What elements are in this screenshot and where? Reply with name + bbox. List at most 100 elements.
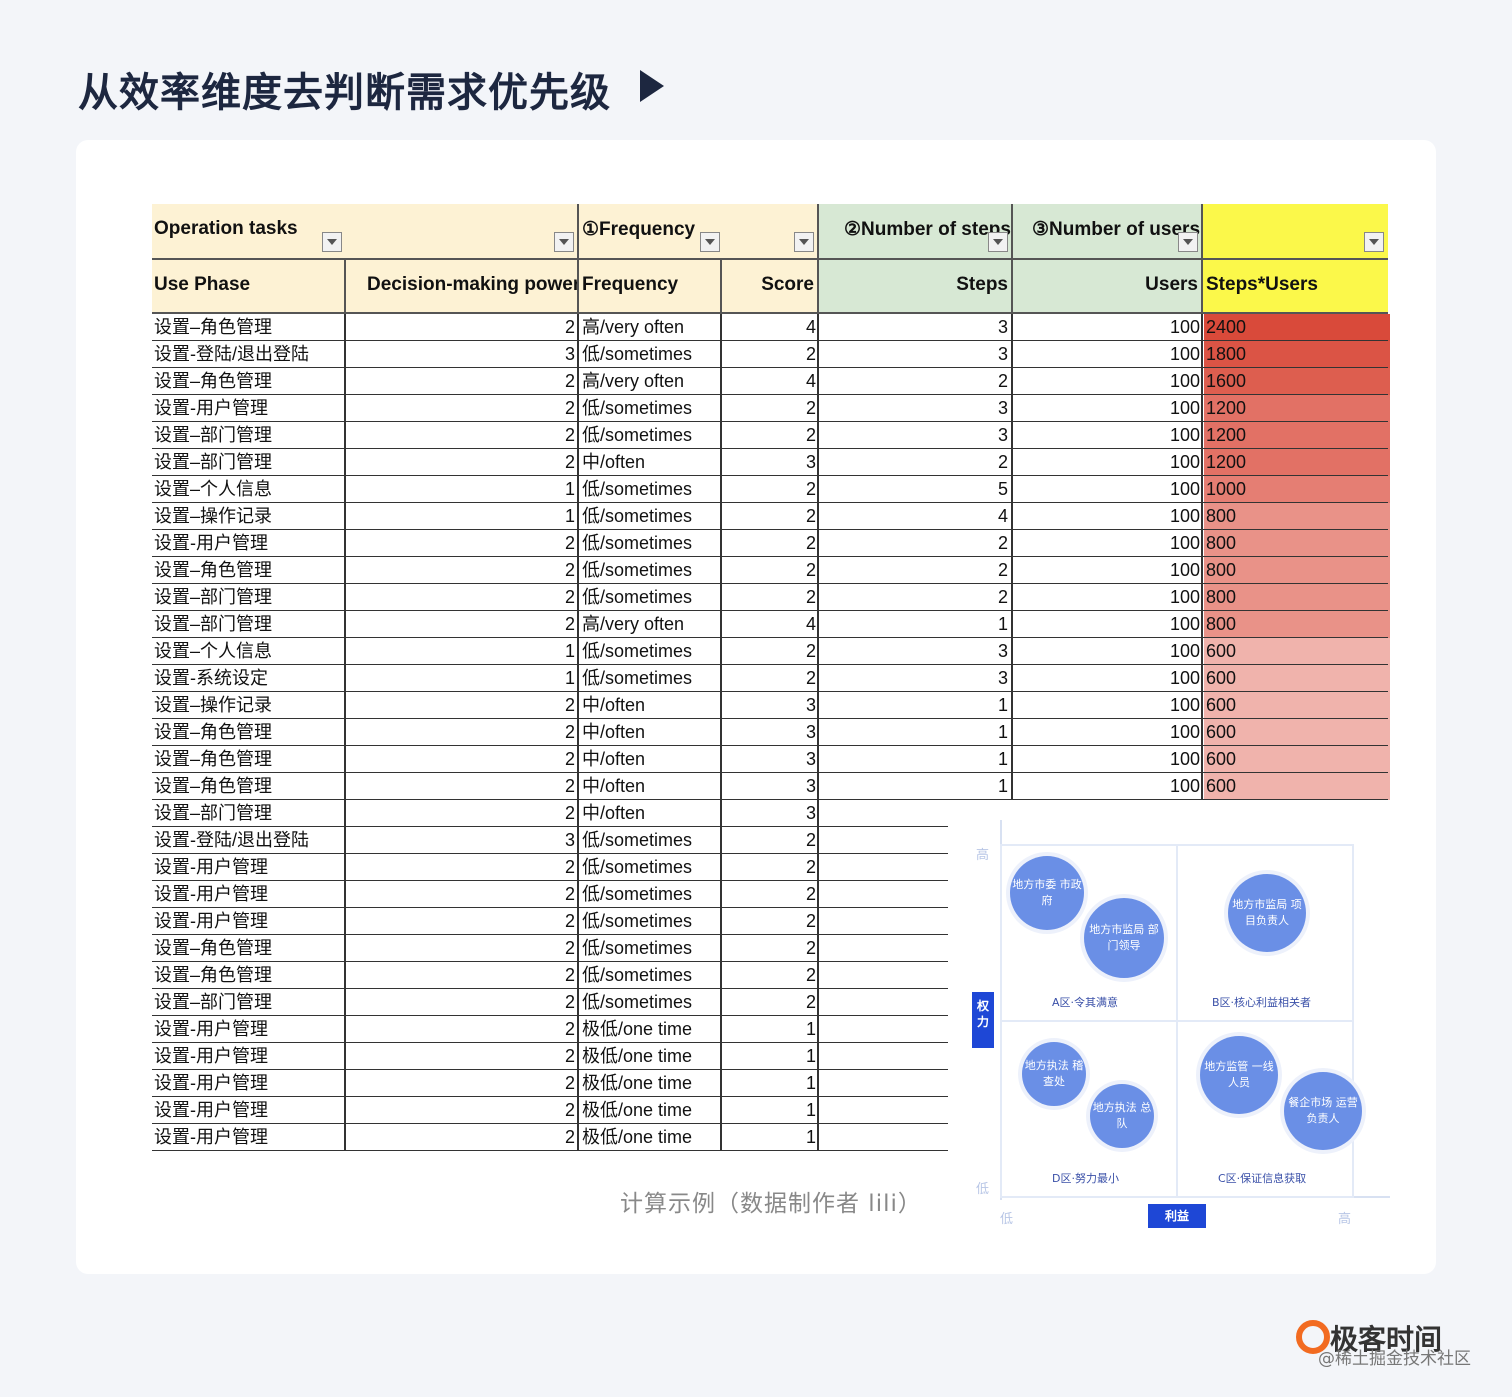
geektime-logo-icon [1296,1320,1330,1354]
table-row[interactable]: 设置–角色管理 2 中/often 3 1 100 600 [152,719,1390,746]
column-divider [1201,719,1203,746]
cell-steps: 2 [997,371,1008,391]
column-divider [1201,692,1203,719]
table-row[interactable]: 设置–角色管理 2 中/often 3 1 100 600 [152,746,1390,773]
table-row[interactable]: 设置-用户管理 2 极低/one time 1 [152,1124,1388,1151]
cell-use-phase: 设置–角色管理 [154,722,273,742]
column-divider [720,611,722,638]
column-divider [817,908,819,935]
column-divider [344,719,346,746]
column-divider [720,692,722,719]
bubble-d2: 地方执法 总队 [1090,1084,1154,1148]
table-row[interactable]: 设置–角色管理 2 低/sometimes 2 [152,962,1388,989]
table-row[interactable]: 设置-用户管理 2 低/sometimes 2 2 100 800 [152,530,1390,557]
column-divider [344,258,346,314]
table-row[interactable]: 设置–部门管理 2 中/often 3 2 100 1200 [152,449,1390,476]
table-row[interactable]: 设置-系统设定 1 低/sometimes 2 3 100 600 [152,665,1390,692]
table-row[interactable]: 设置-用户管理 2 低/sometimes 2 [152,881,1388,908]
cell-use-phase: 设置–个人信息 [154,641,273,661]
cell-score: 3 [805,776,816,796]
table-row[interactable]: 设置–部门管理 2 低/sometimes 2 [152,989,1388,1016]
table-row[interactable]: 设置-用户管理 2 极低/one time 1 [152,1043,1388,1070]
filter-dropdown-icon[interactable] [554,232,574,252]
column-divider [577,368,579,395]
row-divider [152,798,1388,800]
table-row[interactable]: 设置-用户管理 2 低/sometimes 2 [152,854,1388,881]
sort-filter-icon[interactable] [1364,232,1384,252]
table-row[interactable]: 设置-用户管理 2 低/sometimes 2 3 100 1200 [152,395,1390,422]
cell-frequency: 低/sometimes [582,425,693,445]
cell-frequency: 低/sometimes [582,857,693,877]
cell-decision-power: 2 [564,371,575,391]
column-divider [720,962,722,989]
cell-steps-users: 800 [1204,530,1390,557]
table-row[interactable]: 设置–角色管理 2 高/very often 4 3 100 2400 [152,314,1390,341]
cell-users: 100 [1169,749,1200,769]
cell-steps: 1 [997,776,1008,796]
column-divider [720,827,722,854]
table-row[interactable]: 设置–操作记录 1 低/sometimes 2 4 100 800 [152,503,1390,530]
table-row[interactable]: 设置–操作记录 2 中/often 3 1 100 600 [152,692,1390,719]
table-row[interactable]: 设置–角色管理 2 高/very often 4 2 100 1600 [152,368,1390,395]
group-label-frequency: ①Frequency [582,219,696,240]
bubble-d1: 地方执法 稽查处 [1022,1042,1086,1106]
filter-dropdown-icon[interactable] [1178,232,1198,252]
filter-dropdown-icon[interactable] [322,232,342,252]
row-divider [152,717,1388,719]
cell-score: 2 [805,668,816,688]
cell-score: 1 [805,1046,816,1066]
column-divider [1011,665,1013,692]
cell-use-phase: 设置–操作记录 [154,695,273,715]
column-divider [720,989,722,1016]
filter-dropdown-icon[interactable] [794,232,814,252]
row-divider [152,1095,948,1097]
filter-dropdown-icon[interactable] [988,232,1008,252]
cell-frequency: 低/sometimes [582,668,693,688]
filter-dropdown-icon[interactable] [700,232,720,252]
cell-use-phase: 设置-登陆/退出登陆 [154,830,309,850]
row-divider [152,1122,948,1124]
table-row[interactable]: 设置-用户管理 2 极低/one time 1 [152,1070,1388,1097]
table-row[interactable]: 设置–个人信息 1 低/sometimes 2 5 100 1000 [152,476,1390,503]
column-divider [1011,611,1013,638]
table-row[interactable]: 设置–部门管理 2 高/very often 4 1 100 800 [152,611,1390,638]
cell-users: 100 [1169,425,1200,445]
table-row[interactable]: 设置–部门管理 2 低/sometimes 2 3 100 1200 [152,422,1390,449]
cell-use-phase: 设置–角色管理 [154,317,273,337]
column-decision-power: Decision-making power [367,274,581,295]
column-divider [720,368,722,395]
table-row[interactable]: 设置-用户管理 2 极低/one time 1 [152,1016,1388,1043]
table-row[interactable]: 设置–角色管理 2 中/often 3 1 100 600 [152,773,1390,800]
column-divider [577,1124,579,1151]
column-divider [344,692,346,719]
table-row[interactable]: 设置–个人信息 1 低/sometimes 2 3 100 600 [152,638,1390,665]
table-row[interactable]: 设置-用户管理 2 极低/one time 1 [152,1097,1388,1124]
column-divider [577,746,579,773]
column-divider [817,665,819,692]
table-row[interactable]: 设置-登陆/退出登陆 3 低/sometimes 2 3 100 1800 [152,341,1390,368]
table-row[interactable]: 设置-用户管理 2 低/sometimes 2 [152,908,1388,935]
table-row[interactable]: 设置–部门管理 2 中/often 3 [152,800,1388,827]
column-divider [577,854,579,881]
column-divider [577,665,579,692]
column-divider [577,422,579,449]
cell-decision-power: 3 [564,344,575,364]
cell-frequency: 中/often [582,803,646,823]
row-divider [152,366,1388,368]
cell-use-phase: 设置-用户管理 [154,911,268,931]
table-row[interactable]: 设置–角色管理 2 低/sometimes 2 2 100 800 [152,557,1390,584]
column-divider [1201,422,1203,449]
cell-steps-users: 800 [1204,584,1390,611]
row-divider [152,1068,948,1070]
y-low-label: 低 [976,1182,990,1197]
cell-use-phase: 设置–角色管理 [154,938,273,958]
column-divider [1011,773,1013,800]
cell-frequency: 极低/one time [582,1073,693,1093]
column-divider [720,341,722,368]
column-divider [1011,584,1013,611]
table-row[interactable]: 设置-登陆/退出登陆 3 低/sometimes 2 [152,827,1388,854]
cell-frequency: 中/often [582,776,646,796]
table-row[interactable]: 设置–部门管理 2 低/sometimes 2 2 100 800 [152,584,1390,611]
column-divider [344,341,346,368]
table-row[interactable]: 设置–角色管理 2 低/sometimes 2 [152,935,1388,962]
